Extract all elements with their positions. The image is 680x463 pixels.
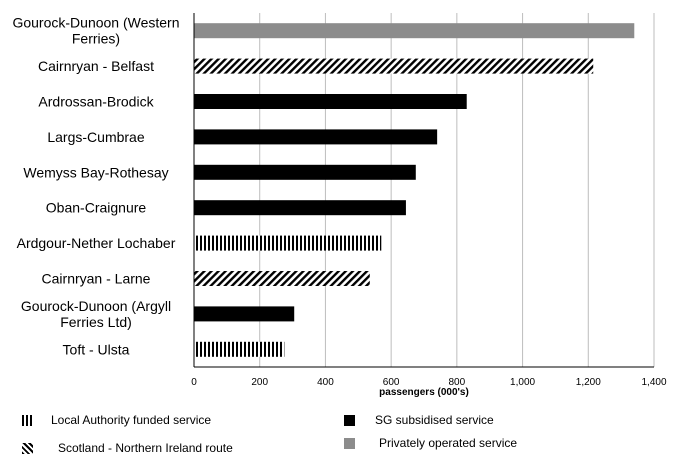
x-tick-label: 0 — [191, 377, 197, 388]
legend-item-local-authority: Local Authority funded service — [22, 413, 211, 427]
bar-sg — [194, 306, 295, 322]
bar-chart: Gourock-Dunoon (Western Ferries) Cairnryan… — [12, 13, 667, 398]
category-label: Wemyss Bay-Rothesay — [23, 164, 168, 180]
axes — [193, 13, 654, 368]
category-label: Cairnryan - Larne — [42, 271, 151, 287]
legend-item-sg-subsidised: SG subsidised service — [344, 413, 494, 427]
grey-swatch-icon — [344, 437, 355, 449]
category-label: Ardgour-Nether Lochaber — [17, 235, 176, 251]
category-label: Oban-Craignure — [46, 200, 147, 216]
category-label: Cairnryan - Belfast — [38, 58, 154, 74]
legend-item-private: Privately operated service — [344, 436, 517, 450]
category-label: Ardrossan-Brodick — [38, 94, 154, 110]
diagonal-stripes-swatch-icon — [22, 442, 33, 454]
category-label: Toft - Ulsta — [63, 341, 130, 357]
x-tick-label: 600 — [383, 377, 400, 388]
legend-label: Privately operated service — [379, 436, 518, 450]
category-label: Gourock-Dunoon (Argyll Ferries Ltd) — [21, 298, 171, 330]
bar-sg — [194, 129, 438, 145]
x-tick-label: 800 — [449, 377, 466, 388]
category-label: Largs-Cumbrae — [47, 129, 144, 145]
x-tick-label: 200 — [251, 377, 268, 388]
x-axis-title: passengers (000's) — [379, 387, 469, 398]
vertical-stripes-swatch-icon — [22, 414, 33, 426]
bar-private — [194, 23, 635, 39]
x-tick-label: 1,400 — [641, 377, 666, 388]
bar-sg — [194, 164, 416, 180]
legend-label: SG subsidised service — [375, 413, 494, 427]
x-tick-label: 400 — [317, 377, 334, 388]
x-tick-labels: 0 200 400 600 800 1,000 1,200 1,400 — [191, 377, 667, 388]
legend-label: Local Authority funded service — [51, 413, 212, 427]
legend-item-scotland-ni: Scotland - Northern Ireland route — [22, 441, 233, 455]
bar-la — [194, 341, 285, 357]
solid-black-swatch-icon — [344, 414, 355, 426]
bar-sg — [194, 94, 467, 109]
bar-ni — [194, 271, 370, 286]
bars — [194, 23, 635, 357]
bar-ni — [194, 58, 594, 74]
legend-label: Scotland - Northern Ireland route — [58, 441, 233, 455]
x-tick-label: 1,000 — [510, 377, 535, 388]
bar-la — [194, 235, 382, 251]
category-label: Gourock-Dunoon (Western Ferries) — [12, 15, 179, 47]
bar-sg — [194, 200, 406, 216]
legend: Local Authority funded service SG subsid… — [0, 400, 680, 463]
x-tick-label: 1,200 — [576, 377, 601, 388]
category-labels: Gourock-Dunoon (Western Ferries) Cairnryan… — [12, 15, 179, 358]
